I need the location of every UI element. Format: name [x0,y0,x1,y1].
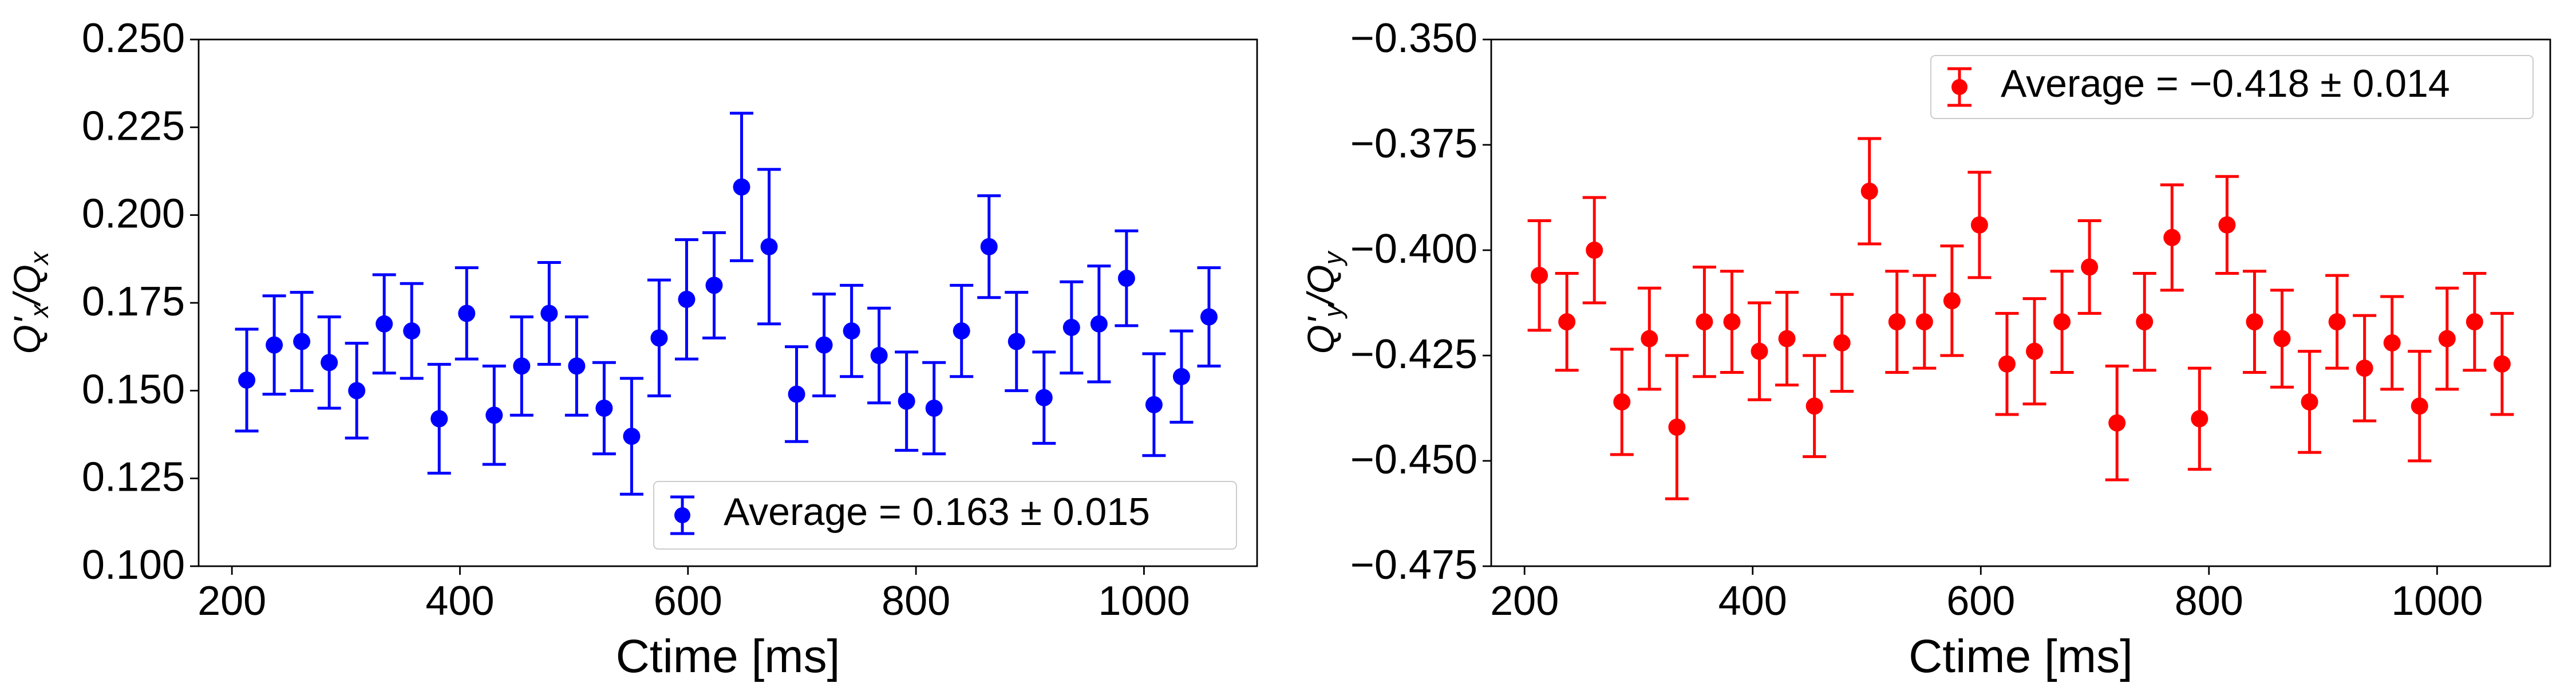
svg-text:0.100: 0.100 [82,542,185,588]
svg-text:200: 200 [197,578,266,624]
svg-text:−0.400: −0.400 [1350,226,1477,272]
svg-text:−0.475: −0.475 [1350,542,1477,588]
svg-text:400: 400 [1718,578,1787,624]
svg-text:0.175: 0.175 [82,279,185,325]
svg-text:0.250: 0.250 [82,15,185,61]
svg-text:0.200: 0.200 [82,191,185,237]
svg-text:Q'x/Qx: Q'x/Qx [6,251,54,354]
svg-text:0.225: 0.225 [82,103,185,149]
svg-text:−0.425: −0.425 [1350,331,1477,377]
svg-text:800: 800 [2175,578,2243,624]
svg-text:−0.350: −0.350 [1350,15,1477,61]
svg-text:Ctime [ms]: Ctime [ms] [1909,630,2133,682]
svg-text:−0.450: −0.450 [1350,437,1477,483]
svg-text:1000: 1000 [1098,578,1190,624]
svg-text:0.125: 0.125 [82,455,185,500]
svg-text:Average = 0.163 ± 0.015: Average = 0.163 ± 0.015 [724,490,1150,534]
svg-text:Average = −0.418 ± 0.014: Average = −0.418 ± 0.014 [2001,62,2450,105]
svg-text:800: 800 [882,578,950,624]
svg-text:Ctime [ms]: Ctime [ms] [616,630,840,682]
svg-text:400: 400 [425,578,494,624]
svg-text:600: 600 [654,578,722,624]
svg-text:−0.375: −0.375 [1350,121,1477,167]
svg-text:0.150: 0.150 [82,366,185,412]
svg-text:Q'y/Qy: Q'y/Qy [1299,250,1348,354]
svg-text:1000: 1000 [2391,578,2483,624]
svg-text:200: 200 [1490,578,1559,624]
svg-text:600: 600 [1946,578,2015,624]
